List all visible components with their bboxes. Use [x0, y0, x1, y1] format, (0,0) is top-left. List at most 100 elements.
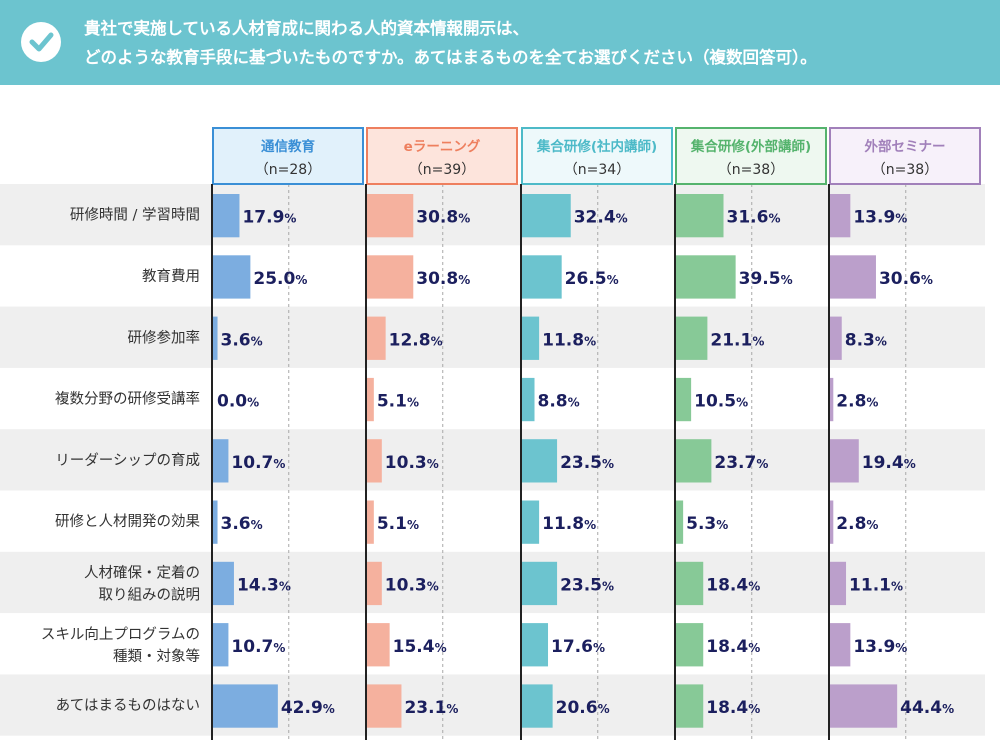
- bar: [521, 439, 558, 483]
- bar: [212, 194, 240, 238]
- bar: [829, 377, 834, 422]
- bar: [366, 684, 402, 728]
- category-label-line2: 種類・対象等: [113, 647, 200, 665]
- category-label-line2: 取り組みの説明: [99, 586, 201, 603]
- bar: [675, 500, 684, 544]
- value-label: 18.4%: [706, 698, 760, 718]
- bar: [675, 316, 708, 360]
- bar: [829, 255, 876, 299]
- value-label: 10.7%: [231, 637, 285, 657]
- value-label: 3.6%: [221, 514, 263, 534]
- value-label: 19.4%: [862, 453, 916, 473]
- value-label: 30.6%: [879, 269, 933, 289]
- value-label: 12.8%: [389, 330, 443, 350]
- bar: [366, 316, 386, 360]
- bar: [829, 316, 842, 360]
- category-label: 教育費用: [142, 268, 200, 285]
- bar: [366, 561, 382, 606]
- bar: [829, 500, 834, 544]
- value-label: 26.5%: [565, 269, 619, 289]
- series-header-box: [212, 127, 364, 185]
- value-label: 20.6%: [556, 698, 610, 718]
- question-line-2: どのような教育手段に基づいたものですか。あてはまるものを全てお選びください（複数…: [84, 48, 817, 67]
- bar: [521, 377, 535, 422]
- value-label: 5.3%: [686, 514, 728, 534]
- value-label: 17.9%: [242, 208, 296, 228]
- bar: [212, 439, 229, 483]
- question-line-1: 貴社で実施している人材育成に関わる人的資本情報開示は、: [84, 19, 530, 38]
- bar: [366, 623, 390, 667]
- bar: [212, 500, 218, 544]
- value-label: 10.3%: [385, 453, 439, 473]
- bar: [829, 439, 859, 483]
- series-name: 集合研修(社内講師): [536, 138, 657, 155]
- bar: [521, 316, 540, 360]
- value-label: 13.9%: [853, 208, 907, 228]
- value-label: 10.3%: [385, 575, 439, 595]
- value-label: 25.0%: [253, 269, 307, 289]
- value-label: 8.3%: [845, 330, 887, 350]
- bar: [675, 439, 712, 483]
- checkmark-circle-icon: [21, 22, 61, 62]
- series-count: （n=28）: [255, 162, 321, 178]
- bar: [829, 684, 898, 728]
- bar: [212, 623, 229, 667]
- value-label: 23.5%: [560, 453, 614, 473]
- category-label: リーダーシップの育成: [55, 452, 200, 469]
- series-count: （n=39）: [409, 162, 475, 178]
- value-label: 14.3%: [237, 575, 291, 595]
- series-name: eラーニング: [404, 138, 481, 155]
- bar: [366, 377, 374, 422]
- series-header-box: [675, 127, 827, 185]
- category-label: 複数分野の研修受講率: [55, 391, 200, 408]
- category-label: 研修参加率: [128, 329, 201, 346]
- bar: [366, 255, 414, 299]
- value-label: 13.9%: [853, 637, 907, 657]
- row-stripe: [0, 674, 985, 736]
- value-label: 31.6%: [727, 208, 781, 228]
- category-label: 研修時間 / 学習時間: [70, 207, 200, 224]
- category-label-line1: スキル向上プログラムの: [41, 626, 200, 643]
- bar: [212, 684, 278, 728]
- value-label: 32.4%: [574, 208, 628, 228]
- bar: [829, 561, 847, 606]
- value-label: 10.7%: [231, 453, 285, 473]
- bar: [675, 255, 736, 299]
- bar: [521, 623, 549, 667]
- bar: [521, 561, 558, 606]
- row-stripe: [0, 551, 985, 614]
- value-label: 30.8%: [416, 208, 470, 228]
- bar: [521, 500, 540, 544]
- bar: [521, 194, 571, 238]
- series-header-box: [829, 127, 981, 185]
- value-label: 11.8%: [542, 330, 596, 350]
- bar: [829, 623, 851, 667]
- value-label: 10.5%: [694, 392, 748, 412]
- value-label: 5.1%: [377, 392, 419, 412]
- value-label: 2.8%: [836, 514, 878, 534]
- value-label: 8.8%: [538, 392, 580, 412]
- series-name: 通信教育: [261, 138, 315, 155]
- row-stripe: [0, 184, 985, 246]
- value-label: 23.1%: [404, 698, 458, 718]
- bar: [521, 684, 553, 728]
- series-count: （n=38）: [872, 162, 938, 178]
- bar: [366, 500, 374, 544]
- bar: [675, 377, 692, 422]
- bar: [675, 194, 724, 238]
- series-count: （n=38）: [718, 162, 784, 178]
- value-label: 3.6%: [221, 330, 263, 350]
- bar: [675, 623, 704, 667]
- value-label: 11.1%: [849, 575, 903, 595]
- value-label: 2.8%: [836, 392, 878, 412]
- series-header-box: [521, 127, 673, 185]
- series-name: 集合研修(外部講師): [690, 138, 811, 155]
- value-label: 30.8%: [416, 269, 470, 289]
- value-label: 23.7%: [714, 453, 768, 473]
- value-label: 17.6%: [551, 637, 605, 657]
- bar: [675, 684, 704, 728]
- value-label: 0.0%: [217, 392, 259, 412]
- value-label: 44.4%: [900, 698, 954, 718]
- category-label: 研修と人材開発の効果: [55, 513, 200, 530]
